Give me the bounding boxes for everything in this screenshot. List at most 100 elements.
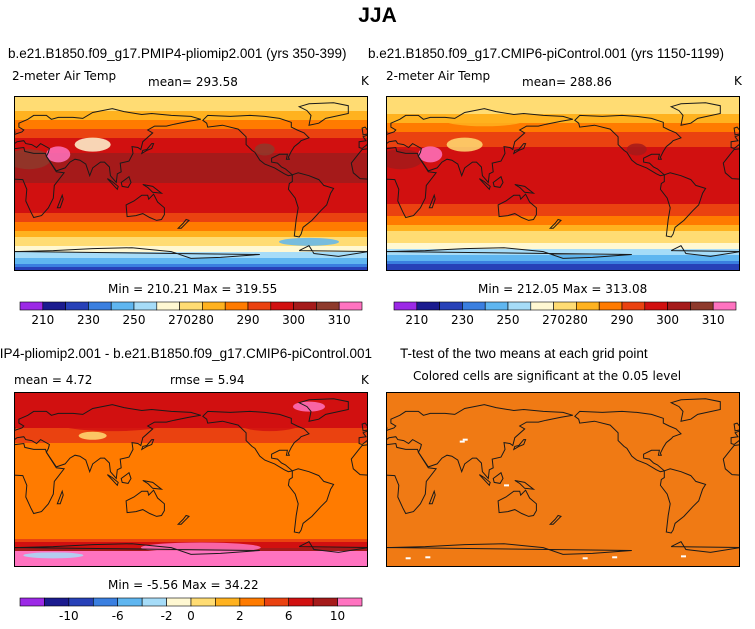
colorbar-swatch <box>553 301 577 311</box>
field-band <box>14 395 368 399</box>
coast-madagascar <box>56 193 64 209</box>
field-band <box>14 422 368 426</box>
colorbar-swatch <box>576 301 600 311</box>
coast-indonesia <box>479 474 491 487</box>
field-band <box>386 144 740 148</box>
field-band <box>14 231 368 235</box>
field-band <box>14 237 368 241</box>
coast-nz <box>176 218 190 229</box>
colorbar-swatch <box>337 597 363 607</box>
colorbar-swatch <box>19 301 44 311</box>
field-band <box>386 210 740 214</box>
field-anomaly <box>293 401 325 412</box>
field-band <box>14 246 368 250</box>
field-band <box>386 195 740 199</box>
coast-africa <box>14 442 66 515</box>
panel-1-colorbar: 210 230 250 270 280 290 300 310 <box>19 301 363 327</box>
colorbar-tick-label: 230 <box>77 313 100 327</box>
panel-3-rmse: rmse = 5.94 <box>170 373 245 387</box>
field-band <box>14 153 368 157</box>
field-band <box>14 497 368 501</box>
field-band <box>14 261 368 265</box>
field-band <box>386 147 740 151</box>
colorbar-swatch <box>416 301 440 311</box>
field-band <box>386 159 740 163</box>
colorbar-tick-label: 280 <box>565 313 588 327</box>
field-band <box>386 165 740 169</box>
field-band <box>14 264 368 268</box>
panel-3-difference-map <box>14 392 368 567</box>
field-anomaly <box>254 143 275 156</box>
field-band <box>386 111 740 115</box>
field-band <box>14 392 368 396</box>
field-band <box>14 539 368 543</box>
field-band <box>14 258 368 262</box>
field-band <box>386 108 740 112</box>
field-band <box>386 243 740 247</box>
colorbar-tick-label: 250 <box>123 313 146 327</box>
colorbar-tick-label: 300 <box>282 313 305 327</box>
field-band <box>386 150 740 154</box>
coast-australia <box>125 489 165 517</box>
colorbar-tick-label: 230 <box>451 313 474 327</box>
insignificant-cell <box>582 557 588 560</box>
coast-madagascar <box>428 193 436 209</box>
field-band <box>386 132 740 136</box>
colorbar-tick-label: 280 <box>191 313 214 327</box>
field-band <box>14 437 368 441</box>
colorbar-swatch <box>507 301 532 311</box>
coast-australia <box>497 489 537 517</box>
panel-1-mean: mean= 293.58 <box>148 75 238 89</box>
panel-2-temperature-map <box>386 96 740 271</box>
field-band <box>14 509 368 513</box>
field-band <box>14 174 368 178</box>
field-band <box>14 210 368 214</box>
panel-2-units: K <box>734 74 742 88</box>
colorbar-swatch <box>179 301 203 311</box>
field-band <box>14 449 368 453</box>
field-band <box>14 162 368 166</box>
field-band <box>386 138 740 142</box>
field-band <box>386 117 740 121</box>
field-band <box>386 258 740 262</box>
field-band <box>14 560 368 564</box>
field-band <box>386 237 740 241</box>
coast-madagascar <box>428 489 436 505</box>
panel-3-colorbar: -10 -6 -2 0 2 6 10 <box>19 597 363 623</box>
field-band <box>14 443 368 447</box>
field-band <box>386 219 740 223</box>
field-band <box>386 153 740 157</box>
field-band <box>14 138 368 142</box>
map-frame <box>14 96 368 271</box>
coast-eurasia <box>14 108 201 184</box>
field-anomaly <box>444 114 525 127</box>
field-band <box>14 527 368 531</box>
field-bands <box>14 96 368 271</box>
field-band <box>14 398 368 402</box>
field-band <box>14 255 368 259</box>
panel-2-variable: 2-meter Air Temp <box>386 69 491 83</box>
field-band <box>386 216 740 220</box>
field-band <box>386 204 740 208</box>
field-band <box>386 234 740 238</box>
coast-madagascar <box>56 489 64 505</box>
field-band <box>14 201 368 205</box>
colorbar-swatch <box>239 597 265 607</box>
field-band <box>14 195 368 199</box>
coast-indonesia <box>479 178 491 191</box>
colorbar-tick-label: 0 <box>187 609 195 623</box>
field-anomaly <box>23 552 84 559</box>
field-band <box>386 174 740 178</box>
coast-antarctica <box>298 245 368 271</box>
field-band <box>14 425 368 429</box>
field-band <box>14 446 368 450</box>
panel-1-minmax: Min = 210.21 Max = 319.55 <box>108 282 278 296</box>
coast-australia <box>125 193 165 221</box>
panel-4-ttest-map <box>386 392 740 567</box>
field-anomaly <box>279 237 339 246</box>
field-band <box>386 186 740 190</box>
map-frame <box>14 392 368 567</box>
field-band <box>14 533 368 537</box>
field-band <box>14 461 368 465</box>
field-band <box>386 123 740 127</box>
